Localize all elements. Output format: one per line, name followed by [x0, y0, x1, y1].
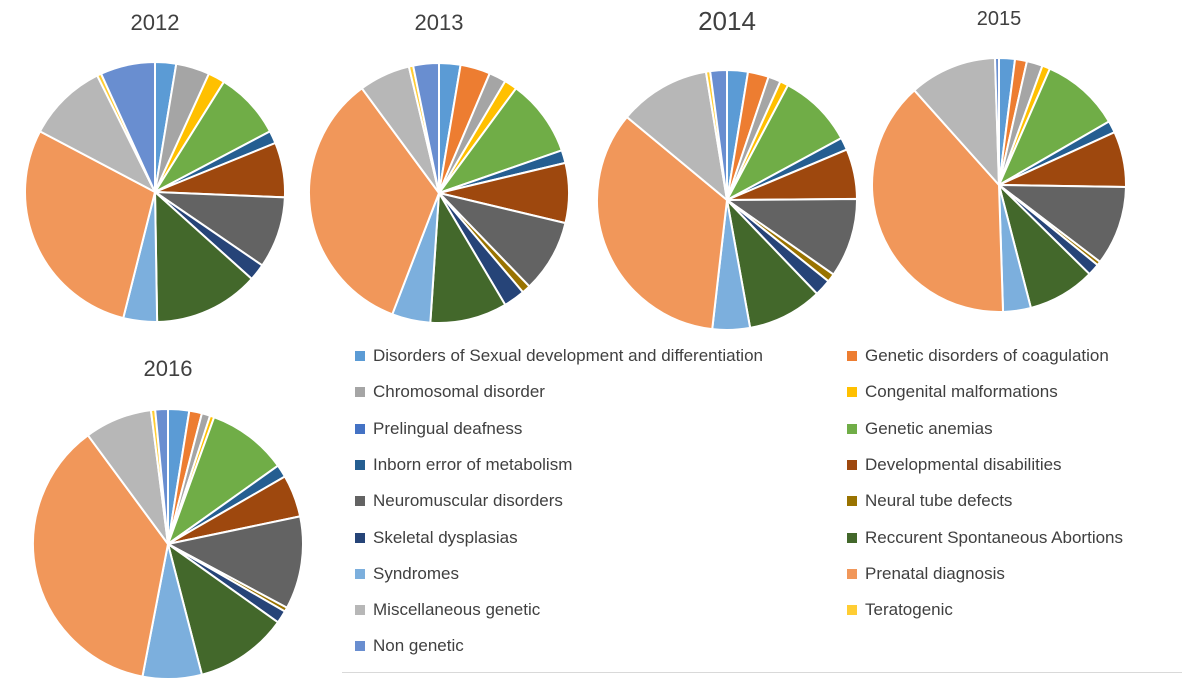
legend-label: Skeletal dysplasias	[373, 527, 518, 547]
legend-label: Syndromes	[373, 563, 459, 583]
legend-swatch	[355, 496, 365, 507]
legend-swatch	[355, 351, 365, 361]
legend-label: Genetic anemias	[865, 418, 993, 438]
legend-label: Congenital malformations	[865, 382, 1058, 402]
legend-label: Non genetic	[373, 636, 464, 656]
legend-item: Miscellaneous genetic	[355, 598, 540, 622]
pie-slice-non-genetic	[99, 60, 156, 193]
pie-slice-reccurent-spontaneous-abortions	[725, 196, 819, 330]
pie-title-2016: 2016	[144, 356, 193, 381]
legend-item: Reccurent Spontaneous Abortions	[847, 526, 1123, 550]
legend-swatch	[355, 459, 365, 470]
legend-item: Congenital malformations	[847, 380, 1058, 404]
pie-slice-reccurent-spontaneous-abortions	[166, 541, 280, 676]
legend-label: Teratogenic	[865, 600, 953, 620]
legend-swatch	[847, 423, 857, 434]
pie-slice-prenatal-diagnosis	[32, 433, 170, 678]
legend-item: Genetic anemias	[847, 417, 993, 441]
legend-label: Genetic disorders of coagulation	[865, 346, 1109, 365]
legend-swatch	[847, 568, 857, 579]
pie-slice-genetic-anemias	[996, 67, 1111, 188]
legend-label: Reccurent Spontaneous Abortions	[865, 527, 1124, 547]
legend-label: Developmental disabilities	[865, 454, 1062, 474]
pie-slice-reccurent-spontaneous-abortions	[153, 189, 254, 323]
legend-item: Non genetic	[355, 634, 464, 658]
legend-label: Chromosomal disorder	[373, 382, 545, 402]
legend-label: Miscellaneous genetic	[373, 600, 541, 620]
legend-item: Inborn error of metabolism	[355, 453, 572, 477]
legend-divider	[342, 672, 1182, 673]
pie-slice-neuromuscular-disorders	[723, 197, 859, 276]
legend-swatch	[847, 605, 857, 616]
pie-slice-reccurent-spontaneous-abortions	[429, 189, 507, 324]
pie-slice-non-genetic	[993, 56, 1000, 186]
legend-swatch	[355, 568, 365, 579]
pie-title-2014: 2014	[698, 6, 756, 36]
legend-item: Developmental disabilities	[847, 453, 1062, 477]
legend-item: Teratogenic	[847, 598, 953, 622]
pie-2013	[308, 61, 570, 324]
legend-swatch	[355, 387, 365, 398]
legend-swatch	[847, 532, 857, 543]
pie-slice-miscellaneous-genetic	[912, 57, 1001, 188]
pie-2015	[871, 56, 1127, 313]
legend-label: Prenatal diagnosis	[865, 563, 1005, 583]
legend-swatch	[847, 387, 857, 398]
pie-slice-miscellaneous-genetic	[625, 70, 729, 203]
legend-item: Prelingual deafness	[355, 417, 522, 441]
legend-label: Disorders of Sexual development and diff…	[373, 346, 763, 365]
legend-swatch	[847, 496, 857, 507]
legend-item: Genetic disorders of coagulation	[847, 344, 1109, 368]
pie-slice-prenatal-diagnosis	[871, 88, 1005, 313]
legend-swatch	[355, 423, 365, 434]
legend-item: Syndromes	[355, 562, 459, 586]
legend-item: Prenatal diagnosis	[847, 562, 1005, 586]
pie-title-2013: 2013	[415, 10, 464, 35]
pie-slice-non-genetic	[154, 407, 169, 545]
pie-slice-prenatal-diagnosis	[308, 86, 441, 316]
pie-slice-non-genetic	[708, 68, 728, 201]
pie-slice-non-genetic	[411, 61, 440, 194]
pie-2016	[32, 407, 305, 680]
pie-slice-genetic-anemias	[436, 86, 564, 196]
pie-slice-genetic-anemias	[165, 415, 280, 547]
legend-label: Neural tube defects	[865, 491, 1013, 511]
legend-swatch	[847, 351, 857, 361]
pie-slice-neuromuscular-disorders	[995, 183, 1127, 264]
legend-label: Neuromuscular disorders	[373, 491, 563, 511]
legend-label: Prelingual deafness	[373, 418, 523, 438]
pie-slice-miscellaneous-genetic	[38, 74, 158, 195]
pie-slice-prenatal-diagnosis	[24, 130, 157, 320]
pie-slice-neuromuscular-disorders	[165, 515, 305, 610]
legend-item: Neuromuscular disorders	[355, 489, 563, 513]
legend-swatch	[847, 459, 857, 470]
legend-swatch	[355, 532, 365, 543]
legend-swatch	[355, 605, 365, 616]
pie-2012	[24, 60, 286, 323]
legend-item: Neural tube defects	[847, 489, 1012, 513]
pie-title-2015: 2015	[977, 8, 1022, 30]
pie-slice-prenatal-diagnosis	[596, 115, 729, 331]
pie-title-2012: 2012	[131, 10, 180, 35]
legend-label: Inborn error of metabolism	[373, 454, 573, 474]
legend-item: Chromosomal disorder	[355, 380, 545, 404]
pie-slice-genetic-anemias	[724, 83, 843, 203]
legend-swatch	[355, 641, 365, 652]
pie-2014	[596, 68, 859, 331]
legend-item: Disorders of Sexual development and diff…	[355, 344, 763, 368]
legend-item: Skeletal dysplasias	[355, 526, 518, 550]
